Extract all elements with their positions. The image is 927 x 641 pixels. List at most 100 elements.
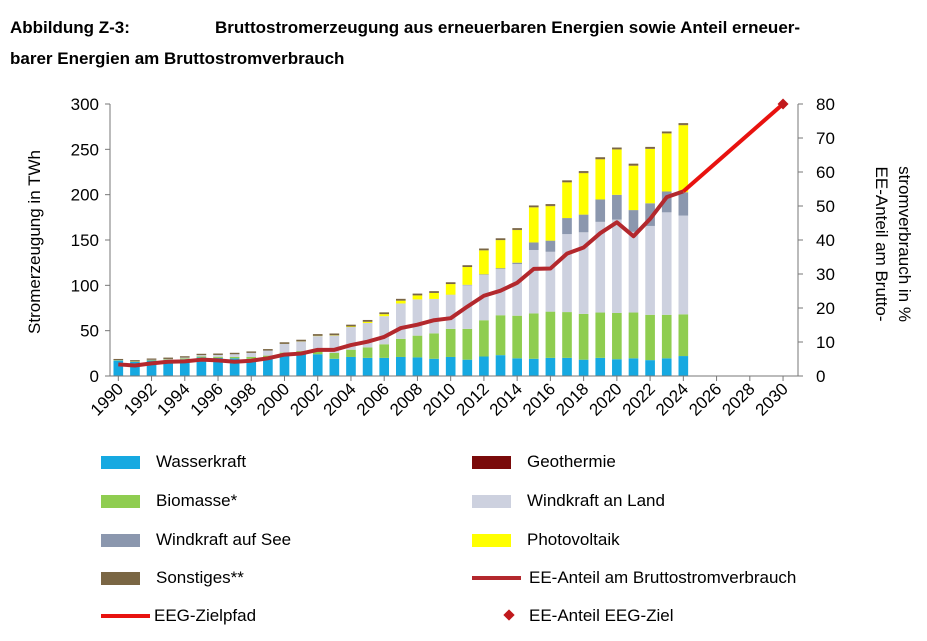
bar-windkraft-auf-see-2024 — [678, 192, 689, 216]
bar-biomasse-2007 — [396, 338, 406, 357]
legend-swatch-biomasse — [101, 495, 140, 508]
bar-photovoltaik-2005 — [362, 321, 373, 323]
bar-windkraft-an-land-2007 — [396, 303, 406, 339]
legend-label-photovoltaik: Photovoltaik — [527, 530, 620, 549]
x-tick-label-2028: 2028 — [718, 379, 758, 419]
bar-wasserkraft-2003 — [329, 358, 340, 376]
y-tick-label-right-0: 0 — [816, 367, 825, 386]
bar-sonstiges-1998 — [246, 351, 257, 353]
bar-windkraft-an-land-1996 — [213, 354, 223, 357]
bar-windkraft-an-land-2010 — [445, 294, 456, 329]
bar-biomasse-2014 — [512, 315, 522, 359]
bar-wasserkraft-1995 — [196, 357, 207, 376]
bar-wasserkraft-2005 — [362, 357, 373, 376]
bar-windkraft-auf-see-2014 — [512, 262, 522, 265]
bar-windkraft-an-land-2003 — [329, 335, 340, 353]
bar-wasserkraft-2021 — [628, 358, 639, 376]
bar-biomasse-2015 — [528, 313, 539, 359]
bar-sonstiges-1992 — [146, 358, 157, 360]
bar-photovoltaik-2008 — [412, 295, 423, 300]
bar-windkraft-an-land-1999 — [263, 350, 273, 356]
bar-sonstiges-2001 — [296, 339, 306, 342]
x-tick-label-2006: 2006 — [353, 379, 393, 419]
bar-wasserkraft-2023 — [661, 358, 672, 376]
bar-wasserkraft-2006 — [379, 357, 390, 376]
bar-windkraft-auf-see-2020 — [612, 194, 622, 220]
bar-biomasse-2009 — [429, 333, 439, 359]
bar-biomasse-2017 — [562, 312, 572, 358]
legend-label-eeg-zielpfad: EEG-Zielpfad — [154, 606, 257, 625]
bar-sonstiges-2000 — [279, 342, 290, 344]
y-tick-label-right-40: 40 — [816, 231, 835, 250]
bar-windkraft-auf-see-2023 — [661, 191, 672, 213]
bar-wasserkraft-1990 — [113, 360, 124, 376]
chart-title: Abbildung Z-3: Bruttostromerzeugung aus e… — [10, 12, 915, 74]
bar-biomasse-1996 — [213, 356, 223, 358]
bar-sonstiges-1995 — [196, 353, 207, 356]
line-eeg-zielpfad — [682, 102, 785, 193]
y-tick-label-left-250: 250 — [71, 140, 99, 159]
bar-photovoltaik-2011 — [462, 267, 473, 285]
bar-biomasse-1997 — [229, 356, 240, 359]
bar-wasserkraft-2015 — [528, 358, 539, 376]
bar-sonstiges-1993 — [163, 357, 173, 359]
x-tick-label-1996: 1996 — [187, 379, 227, 419]
bar-wasserkraft-2009 — [429, 358, 439, 376]
bar-windkraft-an-land-1994 — [179, 357, 190, 359]
bar-sonstiges-2002 — [312, 334, 323, 336]
bar-photovoltaik-2009 — [429, 292, 439, 299]
bar-wasserkraft-2019 — [595, 357, 606, 376]
x-tick-label-1992: 1992 — [120, 379, 160, 419]
bar-sonstiges-1990 — [113, 358, 124, 361]
figure-label: Abbildung Z-3: — [10, 18, 130, 37]
bar-windkraft-auf-see-2019 — [595, 199, 606, 222]
bar-windkraft-auf-see-2011 — [462, 284, 473, 286]
y-tick-label-left-100: 100 — [71, 276, 99, 295]
bar-wasserkraft-2024 — [678, 356, 689, 376]
bar-windkraft-an-land-2014 — [512, 264, 522, 316]
bar-wasserkraft-1999 — [263, 357, 273, 376]
bar-wasserkraft-2007 — [396, 356, 406, 376]
title-text-1: Bruttostromerzeugung aus erneuerbaren En… — [215, 18, 801, 37]
bar-biomasse-2022 — [645, 314, 655, 361]
bar-wasserkraft-2014 — [512, 358, 522, 376]
legend-label-biomasse: Biomasse* — [156, 491, 238, 510]
bar-wasserkraft-2022 — [645, 360, 655, 376]
bar-windkraft-auf-see-2018 — [578, 214, 589, 233]
y-axis-label-right-line-1: EE-Anteil am Brutto- — [872, 167, 891, 322]
bar-biomasse-1992 — [146, 360, 157, 361]
bar-sonstiges-2024 — [678, 123, 689, 125]
stacked-bar-line-chart: 0501001502002503000102030405060708019901… — [25, 95, 914, 420]
y-tick-label-left-150: 150 — [71, 231, 99, 250]
bar-biomasse-1998 — [246, 356, 257, 359]
bar-wasserkraft-1997 — [229, 358, 240, 376]
bar-biomasse-1994 — [179, 358, 190, 360]
legend-label-windkraft-auf-see: Windkraft auf See — [156, 530, 292, 549]
bar-windkraft-an-land-2019 — [595, 221, 606, 313]
bar-biomasse-1995 — [196, 356, 207, 358]
bar-sonstiges-1999 — [263, 349, 273, 351]
bar-biomasse-2021 — [628, 312, 639, 359]
bar-sonstiges-2018 — [578, 171, 589, 173]
bar-sonstiges-1997 — [229, 352, 240, 355]
legend-label-wasserkraft: Wasserkraft — [156, 452, 247, 471]
bar-windkraft-an-land-2022 — [645, 225, 655, 315]
bar-biomasse-2011 — [462, 328, 473, 360]
bar-windkraft-auf-see-2022 — [645, 203, 655, 226]
bar-photovoltaik-2024 — [678, 125, 689, 193]
y-tick-label-left-50: 50 — [80, 322, 99, 341]
bar-wasserkraft-2017 — [562, 357, 572, 376]
y-tick-label-right-60: 60 — [816, 163, 835, 182]
x-tick-label-2002: 2002 — [286, 379, 326, 419]
legend-swatch-photovoltaik — [472, 534, 511, 547]
bar-sonstiges-2005 — [362, 319, 373, 322]
y-tick-label-left-300: 300 — [71, 95, 99, 114]
bar-windkraft-an-land-1998 — [246, 352, 257, 357]
x-tick-label-2022: 2022 — [619, 379, 659, 419]
bar-windkraft-an-land-2017 — [562, 234, 572, 313]
legend-swatch-sonstiges — [101, 572, 140, 585]
bar-biomasse-2024 — [678, 314, 689, 357]
bar-sonstiges-2020 — [612, 147, 622, 150]
bar-windkraft-an-land-2023 — [661, 212, 672, 315]
bar-biomasse-2020 — [612, 312, 622, 360]
